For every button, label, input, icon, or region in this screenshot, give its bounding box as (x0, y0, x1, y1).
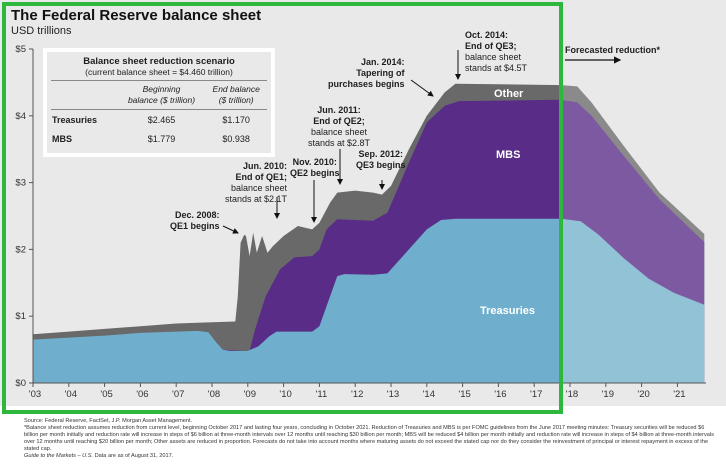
series-label-other: Other (494, 88, 524, 100)
forecast-label: Forecasted reduction* (565, 45, 661, 55)
table-subtitle: (current balance sheet = $4.460 trillion… (85, 67, 233, 77)
cell-end: $0.938 (222, 134, 250, 144)
x-tick-label: '04 (65, 389, 77, 400)
x-tick-label: '11 (316, 389, 328, 400)
annotation-line: stands at $4.5T (465, 63, 528, 73)
table-header-row: Beginning balance ($ trillion) End balan… (47, 81, 271, 109)
y-tick-label: $5 (15, 44, 26, 55)
annotation-line: End of QE1; (235, 172, 288, 182)
annotation-line: Dec. 2008: (174, 210, 220, 220)
annotation-qe1-begins: Dec. 2008: QE1 begins (170, 210, 220, 232)
x-tick-label: '07 (172, 389, 184, 400)
axes: $0 $1 $2 $3 $4 $5 '03 '04 '05 '06 '07 '08 '09 '10 '11 '… (15, 44, 707, 400)
x-tick-label: '14 (423, 389, 435, 400)
annotation-line: balance sheet (231, 183, 288, 193)
x-tick-label: '18 (566, 389, 578, 400)
y-tick-label: $0 (15, 378, 26, 389)
x-tick-label: '13 (387, 389, 399, 400)
annotation-line: balance sheet (311, 127, 368, 137)
table-row: Treasuries $2.465 $1.170 (47, 110, 271, 130)
annotation-line: Oct. 2014: (465, 30, 509, 40)
col-header-end: End balance ($ trillion) (212, 84, 260, 105)
y-tick-label: $2 (15, 244, 26, 255)
annotation-line: QE3 begins (356, 160, 406, 170)
chart-subtitle: USD trillions (11, 25, 72, 37)
annotation-tapering: Jan. 2014: Tapering of purchases begins (328, 57, 405, 90)
annotation-line: stands at $2.8T (308, 138, 371, 148)
annotation-line: Jun. 2010: (243, 161, 288, 171)
row-label: MBS (52, 134, 72, 144)
reduction-scenario-table: Balance sheet reduction scenario (curren… (43, 48, 275, 157)
annotation-end-qe2: Jun. 2011: End of QE2; balance sheet stands… (308, 105, 370, 149)
arrow-tapering (410, 79, 434, 97)
annotation-line: purchases begins (328, 79, 405, 89)
x-tick-label: '09 (244, 389, 256, 400)
x-tick-label: '05 (100, 389, 112, 400)
methodology-note: *Balance sheet reduction assumes reducti… (24, 425, 714, 452)
x-tick-label: '08 (208, 389, 220, 400)
table-divider (51, 80, 267, 81)
x-tick-label: '17 (530, 389, 542, 400)
footer-notes: Source: Federal Reserve, FactSet, J.P. M… (24, 418, 714, 460)
annotation-qe3-begins: Sep. 2012: QE3 begins (356, 149, 406, 171)
x-tick-label: '15 (458, 389, 470, 400)
col-header-beginning: Beginning balance ($ trillion) (127, 84, 196, 105)
source-note: Source: Federal Reserve, FactSet, J.P. M… (24, 418, 193, 424)
y-tick-label: $1 (15, 311, 26, 322)
cell-begin: $1.779 (147, 134, 176, 144)
annotation-line: Jun. 2011: (317, 105, 361, 115)
annotation-end-qe1: Jun. 2010: End of QE1; balance sheet stands… (225, 161, 287, 205)
x-tick-label: '20 (637, 389, 649, 400)
annotation-line: Sep. 2012: (358, 149, 404, 159)
series-label-mbs: MBS (496, 149, 521, 161)
table-row: MBS $1.779 $0.938 (47, 130, 271, 148)
table-title: Balance sheet reduction scenario (83, 56, 235, 67)
annotation-line: End of QE3; (465, 41, 517, 51)
annotation-line: Tapering of (356, 68, 405, 78)
y-tick-label: $3 (15, 178, 26, 189)
chart-title: The Federal Reserve balance sheet (11, 7, 262, 24)
row-label: Treasuries (52, 115, 98, 125)
x-tick-label: '03 (29, 389, 41, 400)
guide-note: Guide to the Markets – U.S. Data are as … (24, 453, 174, 459)
annotation-line: balance sheet (465, 52, 522, 62)
area-treasuries-forecast (561, 218, 705, 383)
stacked-areas (33, 83, 705, 384)
table-divider (51, 109, 267, 110)
x-tick-label: '21 (673, 389, 685, 400)
series-label-treasuries: Treasuries (480, 305, 536, 317)
x-tick-label: '19 (602, 389, 614, 400)
annotation-line: QE1 begins (170, 221, 220, 231)
x-tick-label: '10 (279, 389, 291, 400)
annotation-arrows (222, 50, 622, 234)
annotation-line: stands at $2.1T (225, 194, 288, 204)
x-tick-label: '06 (136, 389, 148, 400)
annotation-line: End of QE2; (313, 116, 365, 126)
x-tick-label: '12 (351, 389, 363, 400)
x-tick-label: '16 (494, 389, 506, 400)
annotation-qe2-begins: Nov. 2010: QE2 begins (290, 157, 340, 179)
annotation-line: Nov. 2010: (292, 157, 337, 167)
arrow-qe1 (222, 225, 239, 234)
annotation-end-qe3: Oct. 2014: End of QE3; balance sheet stands… (465, 30, 527, 74)
y-tick-label: $4 (15, 111, 26, 122)
annotation-line: QE2 begins (290, 168, 340, 178)
balance-sheet-chart: $0 $1 $2 $3 $4 $5 '03 '04 '05 '06 '07 '08 '09 '10 '11 '… (15, 44, 707, 400)
cell-begin: $2.465 (147, 115, 176, 125)
annotation-line: Jan. 2014: (361, 57, 405, 67)
cell-end: $1.170 (222, 115, 250, 125)
area-treasuries-historical (33, 218, 562, 383)
